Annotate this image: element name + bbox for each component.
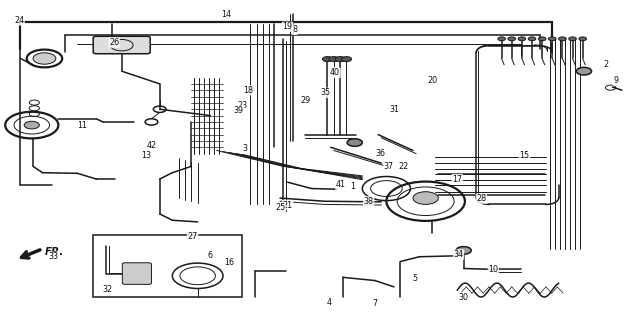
Text: 3: 3: [243, 144, 247, 153]
Text: 37: 37: [384, 163, 394, 172]
Circle shape: [33, 53, 56, 64]
Text: 18: 18: [244, 86, 253, 95]
Circle shape: [508, 37, 516, 41]
Text: 25: 25: [275, 203, 285, 212]
Text: 15: 15: [520, 151, 530, 160]
Circle shape: [413, 192, 438, 204]
Text: 9: 9: [613, 76, 618, 85]
Text: 24: 24: [14, 16, 24, 25]
Text: 41: 41: [336, 180, 346, 189]
Text: 36: 36: [375, 149, 385, 158]
Circle shape: [548, 37, 556, 41]
Text: 21: 21: [282, 201, 293, 210]
Text: 32: 32: [102, 285, 113, 294]
Text: 7: 7: [373, 299, 378, 308]
Text: 27: 27: [188, 232, 198, 241]
Circle shape: [538, 37, 546, 41]
Text: 10: 10: [488, 265, 499, 274]
Bar: [93, 235, 242, 297]
Text: 34: 34: [453, 250, 464, 259]
Text: 31: 31: [389, 105, 399, 114]
Circle shape: [576, 68, 591, 75]
Text: 38: 38: [364, 197, 374, 206]
Text: 17: 17: [452, 174, 462, 184]
FancyBboxPatch shape: [122, 263, 151, 284]
Text: 19: 19: [282, 22, 293, 31]
Text: 40: 40: [330, 68, 340, 77]
Text: 8: 8: [292, 25, 297, 35]
Circle shape: [579, 37, 586, 41]
Circle shape: [347, 139, 363, 146]
Circle shape: [569, 37, 576, 41]
FancyBboxPatch shape: [93, 36, 150, 54]
Text: 30: 30: [459, 292, 469, 301]
Text: 2: 2: [604, 60, 609, 69]
Text: 35: 35: [321, 88, 331, 97]
Text: 28: 28: [476, 194, 487, 203]
Circle shape: [558, 37, 566, 41]
Text: 29: 29: [300, 96, 310, 105]
Text: 14: 14: [221, 10, 231, 19]
Text: 39: 39: [234, 106, 244, 115]
Text: 23: 23: [237, 101, 247, 110]
Text: FR.: FR.: [45, 247, 64, 257]
Text: 26: 26: [109, 38, 119, 47]
Text: 4: 4: [327, 298, 332, 307]
Text: 42: 42: [147, 141, 157, 150]
Text: 1: 1: [350, 182, 356, 191]
Text: 6: 6: [208, 251, 213, 260]
Text: 20: 20: [427, 76, 437, 85]
Circle shape: [456, 247, 471, 254]
Circle shape: [498, 37, 506, 41]
Text: 5: 5: [412, 274, 417, 283]
Circle shape: [335, 57, 345, 62]
Text: 16: 16: [225, 258, 234, 267]
Text: 13: 13: [141, 151, 151, 160]
Circle shape: [322, 57, 333, 62]
Circle shape: [329, 57, 339, 62]
Circle shape: [24, 121, 39, 129]
Text: 12: 12: [329, 68, 339, 77]
Circle shape: [342, 57, 352, 62]
Text: 33: 33: [48, 252, 59, 261]
Circle shape: [529, 37, 536, 41]
Text: 22: 22: [398, 163, 408, 172]
Text: 11: 11: [78, 121, 87, 130]
Circle shape: [518, 37, 526, 41]
